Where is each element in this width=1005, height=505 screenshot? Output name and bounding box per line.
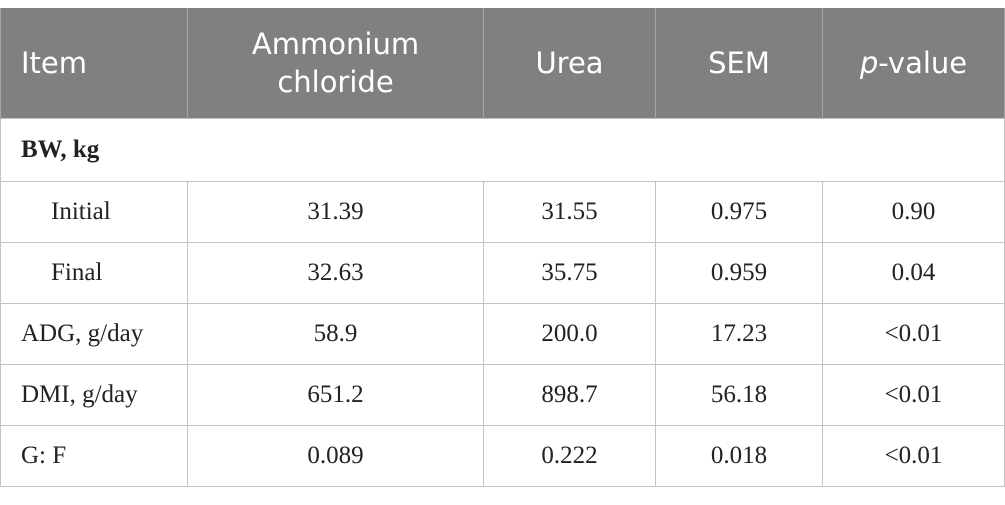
value-cell: 0.018 [655,425,823,487]
header-cell: Urea [483,8,656,119]
value-cell: 35.75 [483,242,656,304]
table-row: ADG, g/day 58.9 200.0 17.23 <0.01 [0,303,1005,365]
value-cell: 58.9 [187,303,484,365]
group-cell: BW, kg [0,118,1005,182]
value-cell: 0.222 [483,425,656,487]
header-cell: p-value [822,8,1005,119]
header-text: -value [878,46,968,80]
value-cell: 651.2 [187,364,484,426]
header-text: Ammonium chloride [251,27,420,99]
table-container: Item Ammonium chloride Urea SEM p-value … [0,8,1005,487]
value-cell: <0.01 [822,364,1005,426]
value-cell: 31.55 [483,181,656,243]
row-label: ADG, g/day [0,303,188,365]
header-cell: Item [0,8,188,119]
table-row: Final 32.63 35.75 0.959 0.04 [0,242,1005,304]
header-italic: p [859,46,879,80]
row-label: Final [0,242,188,304]
row-label: G: F [0,425,188,487]
group-row: BW, kg [0,118,1005,182]
row-label: Initial [0,181,188,243]
value-cell: <0.01 [822,303,1005,365]
value-cell: 0.959 [655,242,823,304]
data-table: Item Ammonium chloride Urea SEM p-value … [0,8,1005,487]
value-cell: 32.63 [187,242,484,304]
value-cell: 0.089 [187,425,484,487]
value-cell: 0.04 [822,242,1005,304]
value-cell: <0.01 [822,425,1005,487]
header-row: Item Ammonium chloride Urea SEM p-value [0,8,1005,119]
value-cell: 0.90 [822,181,1005,243]
table-row: Initial 31.39 31.55 0.975 0.90 [0,181,1005,243]
table-body: BW, kg Initial 31.39 31.55 0.975 0.90 Final 32… [0,118,1005,487]
value-cell: 200.0 [483,303,656,365]
value-cell: 17.23 [655,303,823,365]
row-label: DMI, g/day [0,364,188,426]
value-cell: 31.39 [187,181,484,243]
header-cell: Ammonium chloride [187,8,484,119]
value-cell: 0.975 [655,181,823,243]
header-cell: SEM [655,8,823,119]
value-cell: 898.7 [483,364,656,426]
table-row: G: F 0.089 0.222 0.018 <0.01 [0,425,1005,487]
value-cell: 56.18 [655,364,823,426]
table-row: DMI, g/day 651.2 898.7 56.18 <0.01 [0,364,1005,426]
